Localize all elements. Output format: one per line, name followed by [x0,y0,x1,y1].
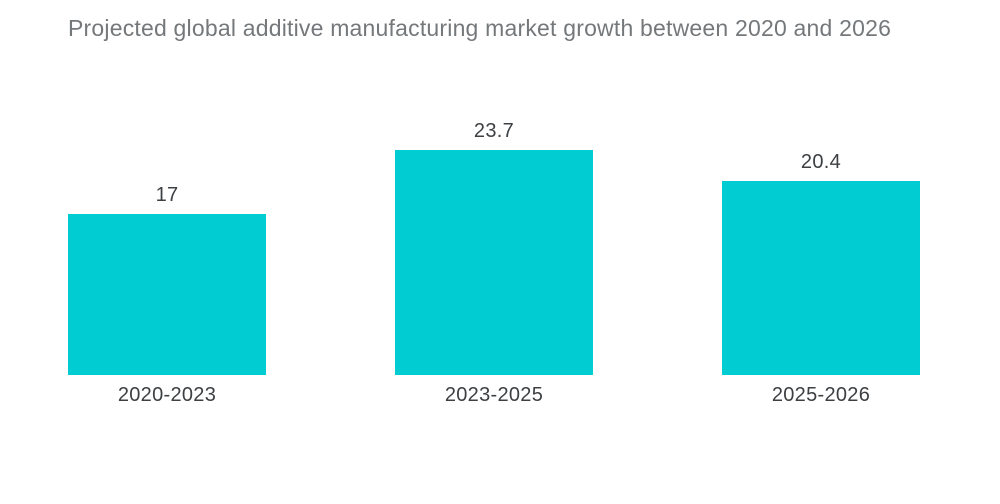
x-axis-label: 2025-2026 [771,384,871,406]
chart-title: Projected global additive manufacturing … [68,15,892,41]
x-axis-labels: 2020-2023 2023-2025 2025-2026 [68,384,920,407]
bar [68,214,266,375]
bar-value-label: 17 [155,184,179,206]
bar-value-label: 23.7 [473,120,515,142]
bar-value-label: 20.4 [800,151,842,173]
x-axis-label: 2023-2025 [444,384,544,406]
plot-area: 17 23.7 20.4 [68,0,920,375]
bar [722,181,920,375]
x-axis-label: 2020-2023 [117,384,217,406]
bar-group: 20.4 [722,151,920,375]
bar-group: 23.7 [395,120,593,375]
bar [395,150,593,375]
bar-group: 17 [68,184,266,375]
